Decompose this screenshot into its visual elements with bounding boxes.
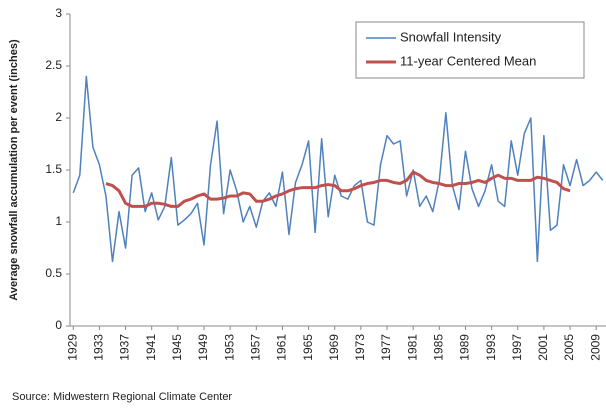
x-tick-label: 1945 (170, 334, 184, 361)
x-tick-label: 1953 (222, 334, 236, 361)
y-tick-label: 3 (55, 6, 62, 20)
y-tick-label: 2.5 (45, 58, 62, 72)
x-tick-label: 1993 (484, 334, 498, 361)
data-line (72, 75, 604, 263)
x-tick-label: 1969 (327, 334, 341, 361)
x-tick-label: 1929 (65, 334, 79, 361)
x-tick-label: 1985 (431, 334, 445, 361)
legend-box (355, 21, 585, 79)
x-tick-label: 1965 (301, 334, 315, 361)
x-tick-label: 1977 (379, 334, 393, 361)
x-tick-label: 1981 (405, 334, 419, 361)
x-tick-label: 1937 (118, 334, 132, 361)
x-tick-label: 1941 (144, 334, 158, 361)
x-tick-label: 1989 (458, 334, 472, 361)
x-tick-label: 1949 (196, 334, 210, 361)
y-tick-label: 1.5 (45, 162, 62, 176)
y-tick-label: 0 (55, 318, 62, 332)
x-tick-label: 2005 (562, 334, 576, 361)
x-tick-label: 1973 (353, 334, 367, 361)
y-tick-label: 0.5 (45, 266, 62, 280)
source-note: Source: Midwestern Regional Climate Cent… (12, 391, 232, 403)
x-tick-label: 2001 (536, 334, 550, 361)
x-tick-label: 1933 (92, 334, 106, 361)
y-tick-label: 1 (55, 214, 62, 228)
legend-label: Snowfall Intensity (400, 29, 502, 44)
x-tick-label: 1961 (275, 334, 289, 361)
x-tick-label: 1957 (248, 334, 262, 361)
x-tick-label: 1997 (510, 334, 524, 361)
y-tick-label: 2 (55, 110, 62, 124)
y-axis-label: Average snowfall accumulation per event … (8, 39, 20, 301)
data-line (105, 170, 571, 208)
legend-label: 11-year Centered Mean (400, 53, 536, 68)
x-tick-label: 2009 (588, 334, 602, 361)
